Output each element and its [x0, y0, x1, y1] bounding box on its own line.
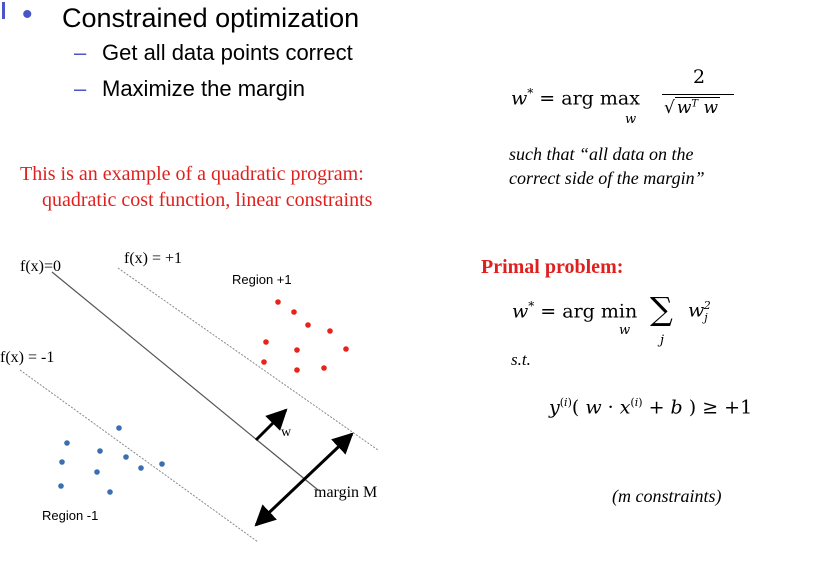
primal-argmin-subscript: w	[619, 323, 631, 338]
sub-bullet-1: Get all data points correct	[102, 40, 353, 65]
point-negative	[107, 489, 113, 495]
constraint-count: (m constraints)	[612, 486, 722, 506]
sub-bullet-dash: –	[74, 76, 87, 101]
bullet-heading: Constrained optimization	[62, 3, 360, 33]
objective-argmax-subscript: w	[625, 112, 637, 127]
point-negative	[123, 454, 129, 460]
point-positive	[321, 365, 327, 371]
negative-points	[58, 425, 165, 495]
objective-lhs: w* = arg max	[511, 86, 640, 110]
point-positive	[343, 346, 349, 352]
sum-subscript: j	[660, 333, 665, 348]
sub-bullet-2: Maximize the margin	[102, 76, 305, 101]
qp-note-line2: quadratic cost function, linear constrai…	[42, 189, 373, 211]
point-positive	[291, 309, 297, 315]
point-negative	[138, 465, 144, 471]
margin-line-plus	[117, 267, 379, 451]
positive-points	[261, 299, 349, 373]
point-positive	[305, 322, 311, 328]
point-negative	[64, 440, 70, 446]
point-negative	[159, 461, 165, 467]
primal-term: wj2	[688, 299, 711, 325]
point-positive	[275, 299, 281, 305]
label-f-minus-one: f(x) = -1	[0, 349, 55, 366]
label-f-plus-one: f(x) = +1	[124, 250, 183, 267]
point-negative	[58, 483, 64, 489]
sum-symbol: ∑	[650, 290, 673, 328]
constraint-text-line2: correct side of the margin”	[509, 168, 705, 188]
constraint-text-line1: such that “all data on the	[509, 144, 694, 164]
subject-to-label: s.t.	[511, 350, 531, 369]
point-negative	[97, 448, 103, 454]
point-positive	[261, 359, 267, 365]
point-negative	[94, 469, 100, 475]
objective-numerator: 2	[693, 66, 706, 88]
primal-title: Primal problem:	[481, 256, 624, 278]
margin-arrow	[254, 432, 354, 527]
label-margin: margin M	[314, 484, 378, 501]
label-region-minus: Region -1	[42, 508, 99, 523]
primal-objective-lhs: w* = arg min	[512, 299, 638, 323]
point-positive	[327, 328, 333, 334]
label-w: w	[281, 425, 292, 440]
point-negative	[116, 425, 122, 431]
fraction-bar	[662, 94, 734, 95]
label-region-plus: Region +1	[232, 272, 292, 287]
primal-constraint: y(i)( w · x(i) + b ) ≥ +1	[549, 396, 753, 419]
qp-note-line1: This is an example of a quadratic progra…	[20, 163, 364, 185]
label-f-zero: f(x)=0	[20, 258, 62, 275]
point-positive	[294, 367, 300, 373]
slide-accent-bar	[2, 2, 5, 19]
point-positive	[294, 347, 300, 353]
point-negative	[59, 459, 65, 465]
sub-bullet-dash: –	[74, 40, 87, 65]
objective-denominator: √ wT w	[664, 97, 721, 118]
point-positive	[263, 339, 269, 345]
bullet-dot: •	[22, 0, 33, 31]
